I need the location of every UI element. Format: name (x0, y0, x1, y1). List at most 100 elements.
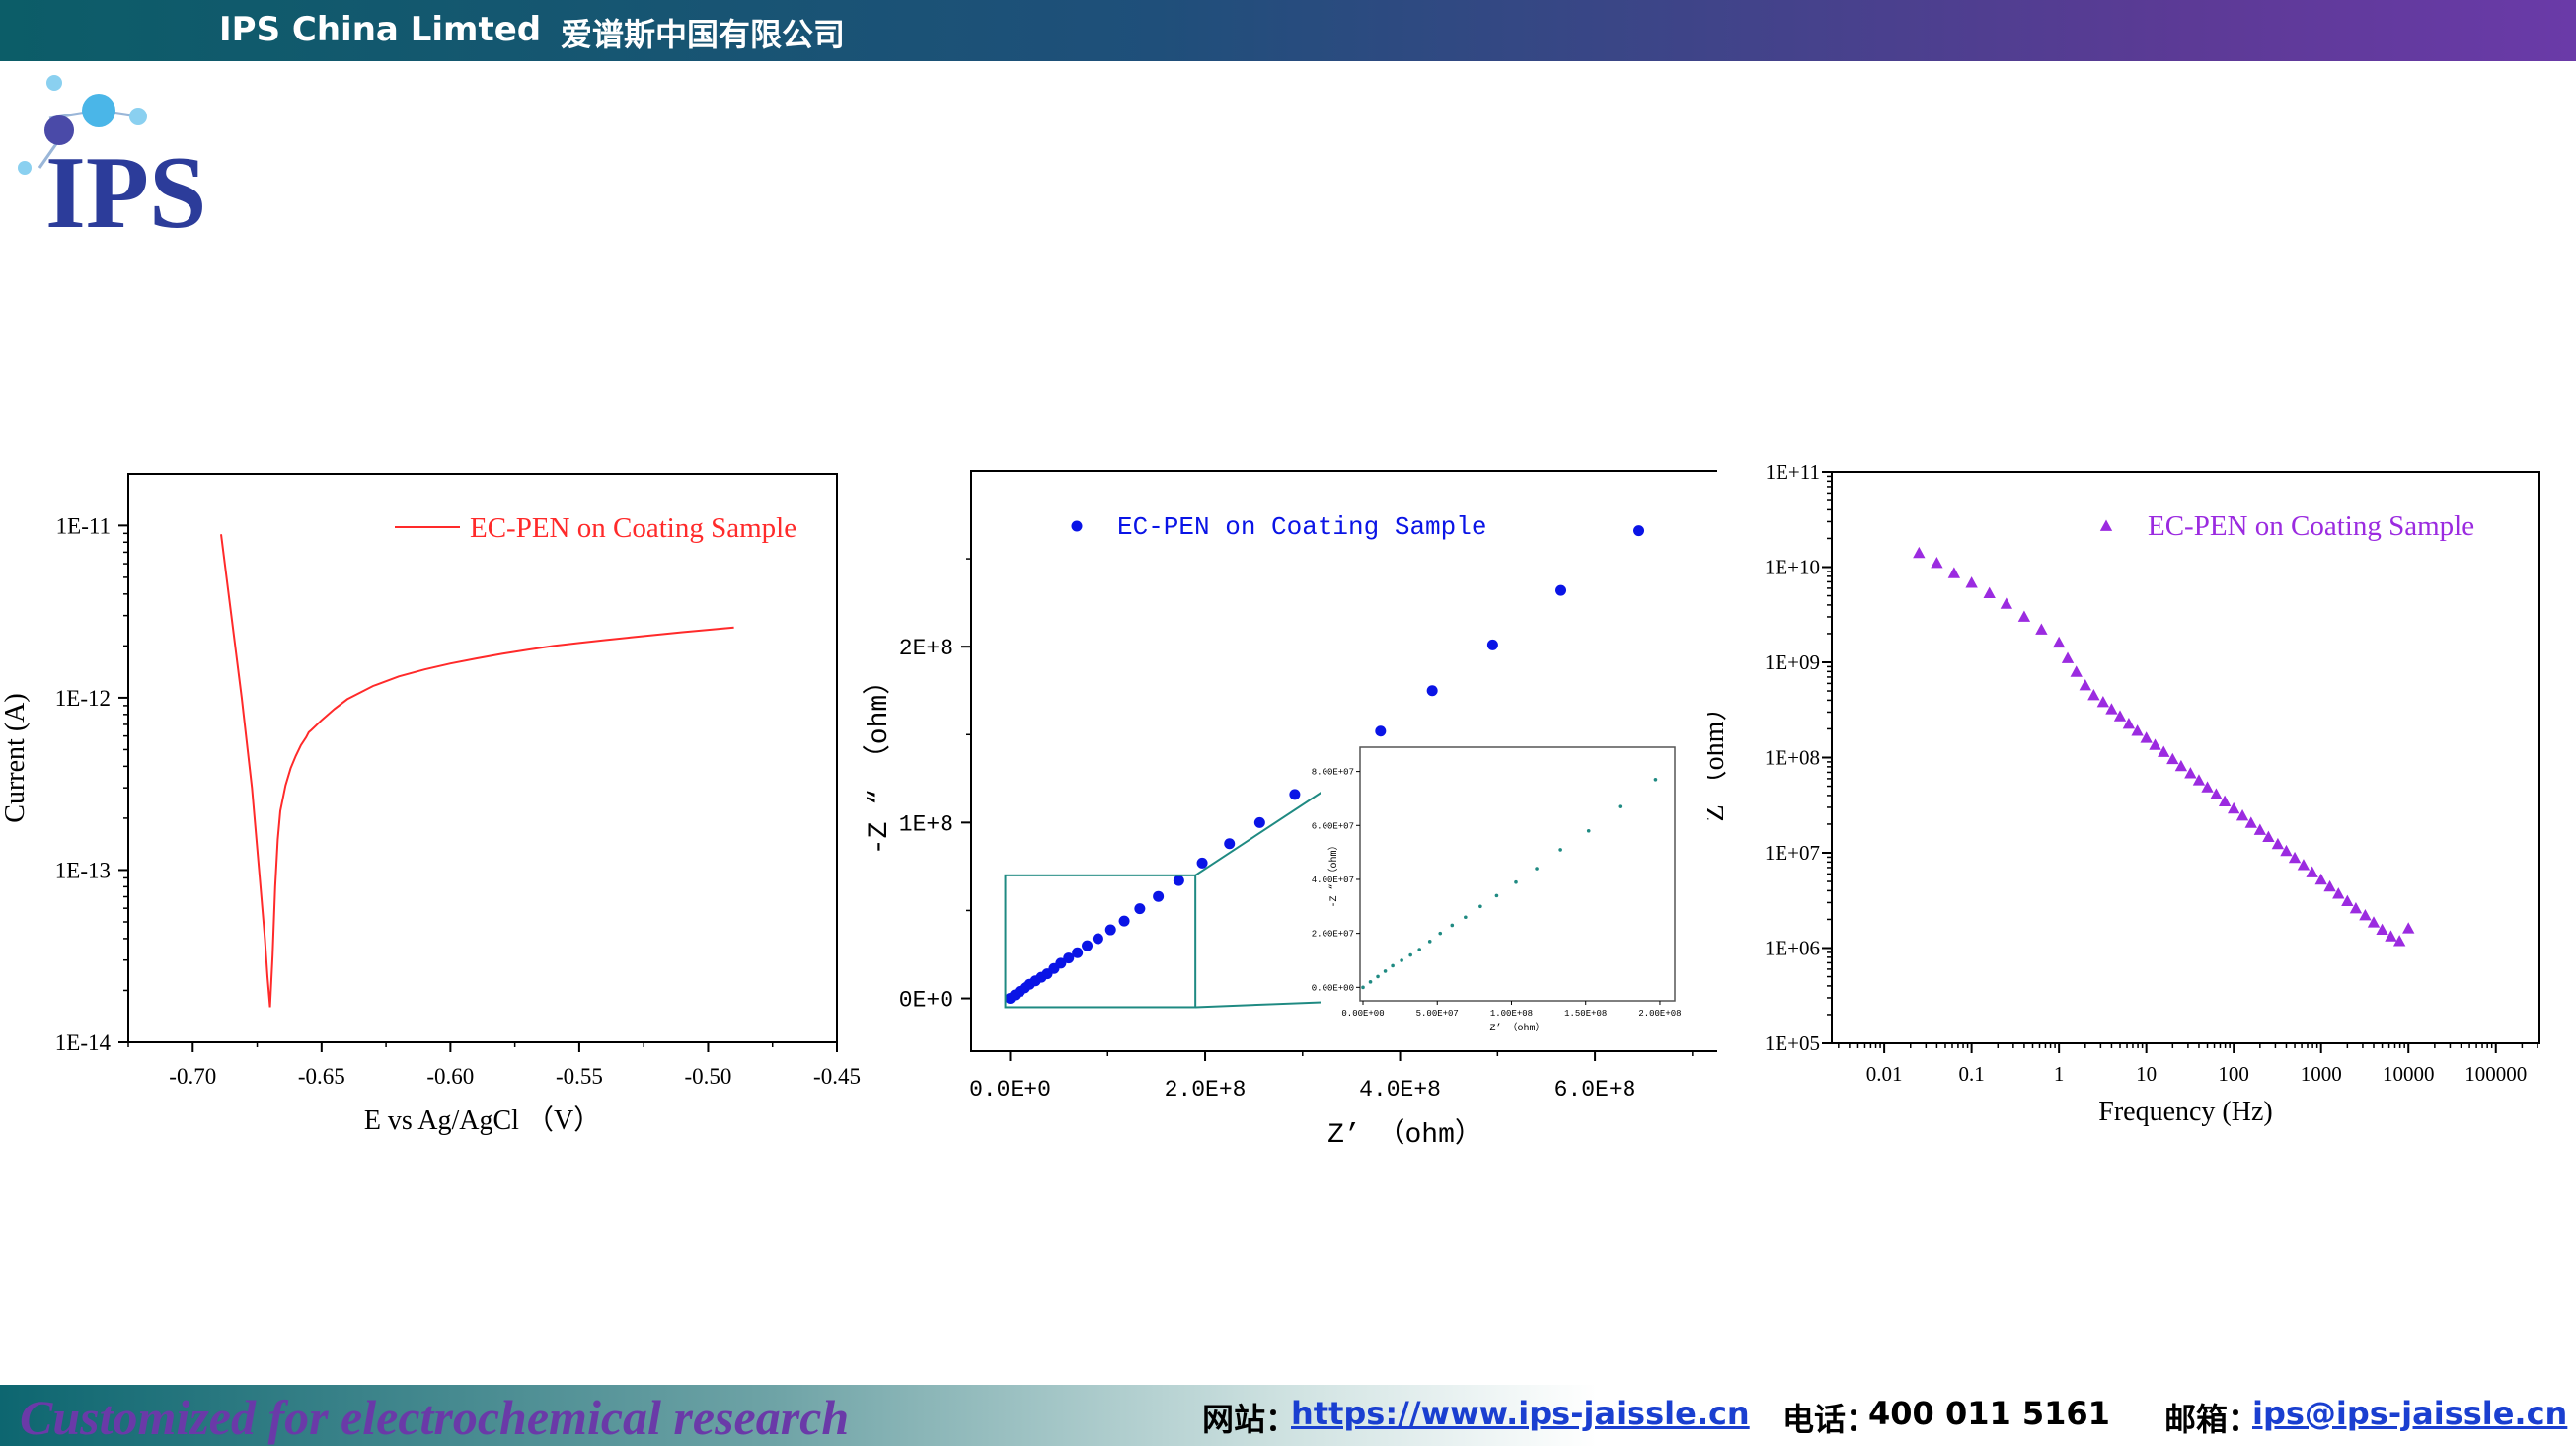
x-axis-label: Z’ （ohm） (1327, 1117, 1482, 1151)
inset-data-point (1586, 828, 1591, 833)
x-tick-label: 100000 (2464, 1062, 2527, 1086)
data-point (2235, 808, 2249, 821)
y-tick-label: 1E+05 (1765, 1031, 1820, 1055)
data-point (2262, 830, 2275, 843)
inset-data-point (1368, 980, 1373, 984)
data-point (2332, 887, 2345, 899)
data-point (2244, 816, 2257, 828)
inset-data-point (1361, 985, 1365, 990)
x-tick-label: 2.0E+8 (1165, 1077, 1247, 1103)
data-point (2140, 731, 2153, 743)
data-point (2341, 894, 2354, 906)
data-point (2079, 679, 2091, 691)
data-point (2323, 879, 2336, 892)
data-point (2271, 837, 2285, 850)
data-point (1134, 903, 1146, 915)
data-point (1289, 789, 1301, 800)
plot-frame (1831, 471, 2540, 1044)
inset-y-tick-label: 0.00E+00 (1312, 983, 1354, 993)
data-point (2000, 597, 2013, 609)
inset-x-tick-label: 0.00E+00 (1341, 1009, 1384, 1019)
website-label: 网站： (1202, 1401, 1298, 1438)
data-point (2166, 752, 2179, 765)
x-tick-label: -0.65 (298, 1064, 345, 1089)
data-point (1555, 584, 1567, 596)
inset-data-point (1417, 948, 1421, 951)
data-point (2218, 795, 2232, 806)
data-point (2113, 710, 2127, 722)
inset-x-tick-label: 5.00E+07 (1416, 1009, 1459, 1019)
plot-frame (127, 473, 838, 1043)
x-tick-label: 0.01 (1866, 1062, 1903, 1086)
data-point (2192, 774, 2206, 786)
inset-data-point (1653, 778, 1658, 782)
x-axis-label: E vs Ag/AgCl （V） (364, 1104, 601, 1136)
data-point (2017, 610, 2031, 622)
data-point (1253, 816, 1265, 828)
ips-logo: IPS (18, 75, 206, 242)
x-tick-label: -0.55 (556, 1064, 603, 1089)
inset-x-tick-label: 1.00E+08 (1490, 1009, 1533, 1019)
inset-data-point (1391, 963, 1395, 968)
data-point (2087, 688, 2100, 701)
bode-chart: 0.01 0.1 1 10 100 1000 10000 100000 1E+05 1E+06 1E… (1707, 460, 2540, 1127)
data-point (2070, 665, 2083, 677)
data-point (2158, 745, 2170, 757)
y-tick-label: 1E-11 (56, 513, 111, 538)
data-point (2035, 623, 2048, 635)
x-tick-label: -0.60 (426, 1064, 474, 1089)
x-tick-label: -0.70 (169, 1064, 216, 1089)
data-point (2392, 935, 2406, 947)
legend-marker (2099, 519, 2113, 531)
phone-number: 400 011 5161 (1868, 1395, 2110, 1432)
inset-data-point (1558, 848, 1562, 852)
legend-label: EC-PEN on Coating Sample (470, 512, 796, 544)
y-tick-label: 1E-14 (55, 1030, 112, 1055)
data-point (1426, 685, 1438, 697)
y-tick-label: 1E+09 (1765, 650, 1820, 674)
x-tick-label: -0.45 (813, 1064, 861, 1089)
nyquist-chart: 0.0E+02.0E+84.0E+86.0E+88.0E+80E+01E+82E… (862, 470, 1717, 1151)
inset-data-point (1438, 931, 1443, 936)
zoom-box (1004, 874, 1197, 1009)
y-tick-label: 0E+0 (899, 988, 953, 1014)
y-tick-label: 1E+08 (1765, 746, 1820, 770)
y-tick-label: 2E+8 (899, 636, 953, 661)
data-point (1486, 639, 1498, 650)
data-point (2306, 866, 2318, 877)
inset-background (1321, 737, 1693, 1045)
data-point (1983, 586, 1996, 598)
inset-data-point (1514, 879, 1518, 884)
data-point (1072, 947, 1084, 958)
data-point (1947, 567, 1961, 578)
x-tick-label: 1 (2054, 1062, 2065, 1086)
data-point (1633, 525, 1645, 537)
data-point (2367, 916, 2381, 928)
x-tick-label: 6.0E+8 (1554, 1077, 1636, 1103)
y-axis-label: Current (A) (0, 693, 31, 822)
logo-text: IPS (45, 134, 206, 242)
y-tick-label: 1E+11 (1766, 460, 1820, 484)
series-line (220, 534, 734, 1008)
data-point (2359, 908, 2372, 921)
website-link[interactable]: https://www.ips-jaissle.cn (1291, 1395, 1750, 1432)
inset-y-axis-label: -Z “ （ohm） (1327, 840, 1340, 907)
email-link[interactable]: ips@ips-jaissle.cn (2252, 1395, 2568, 1432)
x-tick-label: 10000 (2383, 1062, 2435, 1086)
data-point (2122, 718, 2136, 729)
x-axis-label: Frequency (Hz) (2098, 1097, 2272, 1127)
data-point (1196, 857, 1208, 869)
y-tick-label: 1E-12 (55, 686, 111, 711)
y-tick-label: 1E+10 (1765, 556, 1820, 579)
data-point (1153, 890, 1165, 902)
legend-label: EC-PEN on Coating Sample (1117, 512, 1486, 542)
data-point (2184, 767, 2197, 779)
inset-data-point (1618, 804, 1623, 808)
y-axis-label: -Z “ （ohm） (862, 667, 895, 855)
x-tick-label: 0.1 (1959, 1062, 1985, 1086)
data-point (2105, 703, 2118, 715)
inset-frame (1359, 746, 1676, 1002)
inset-data-point (1464, 915, 1468, 920)
footer-bar: Customized for electrochemical research … (0, 1385, 2576, 1446)
data-point (2210, 788, 2223, 799)
